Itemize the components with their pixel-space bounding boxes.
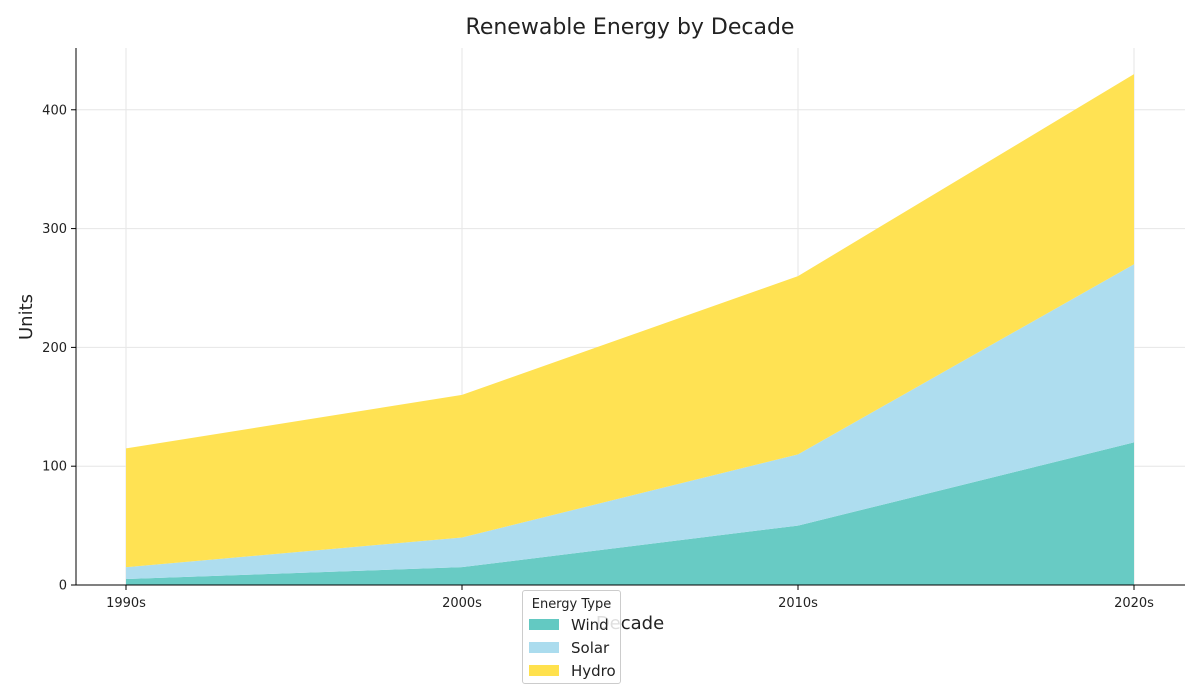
legend-title: Energy Type xyxy=(531,597,612,612)
legend-items: Wind Solar Hydro xyxy=(523,613,620,682)
y-tick-label: 300 xyxy=(42,222,67,237)
x-tick-label: 2010s xyxy=(778,596,818,611)
x-tick-label: 1990s xyxy=(106,596,146,611)
legend-label: Hydro xyxy=(571,661,616,680)
y-axis-label: Units xyxy=(16,294,37,340)
legend-item-solar: Solar xyxy=(523,636,620,659)
y-ticks: 0 100 200 300 400 xyxy=(42,103,76,594)
area-series xyxy=(126,74,1134,585)
area-solar xyxy=(126,264,1134,580)
x-ticks: 1990s 2000s 2010s 2020s xyxy=(106,585,1154,611)
legend: Energy Type Wind Solar Hydro xyxy=(522,590,621,684)
chart-title: Renewable Energy by Decade xyxy=(466,15,795,40)
axes xyxy=(75,48,1185,586)
legend-item-hydro: Hydro xyxy=(523,659,620,682)
legend-label: Solar xyxy=(571,638,610,657)
area-hydro xyxy=(126,74,1134,568)
legend-item-wind: Wind xyxy=(523,613,620,636)
y-tick-label: 400 xyxy=(42,103,67,118)
legend-swatch xyxy=(529,642,559,653)
legend-label: Wind xyxy=(571,615,609,634)
legend-swatch xyxy=(529,665,559,676)
y-tick-label: 200 xyxy=(42,341,67,356)
area-wind xyxy=(126,442,1134,585)
y-tick-label: 0 xyxy=(59,579,67,594)
y-tick-label: 100 xyxy=(42,460,67,475)
x-tick-label: 2020s xyxy=(1114,596,1154,611)
x-tick-label: 2000s xyxy=(442,596,482,611)
legend-swatch xyxy=(529,619,559,630)
